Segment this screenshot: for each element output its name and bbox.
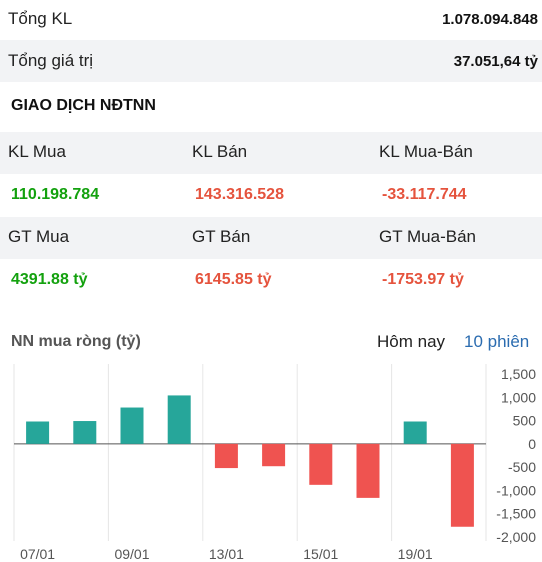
- x-tick-label: 13/01: [209, 546, 244, 562]
- chart-bar: [73, 421, 97, 444]
- kl-buy-label: KL Mua: [8, 142, 66, 161]
- net-buy-bar-chart: 1,500 1,000 500 0 -500 -1,000 -1,500 -2,000 07/…: [13, 364, 536, 562]
- x-tick-label: 19/01: [398, 546, 433, 562]
- value-header-row: GT Mua GT Bán GT Mua-Bán: [0, 217, 542, 259]
- total-volume-value: 1.078.094.848: [442, 11, 538, 28]
- gt-buy-value: 4391.88 tỷ: [11, 271, 88, 288]
- total-volume-label: Tổng KL: [8, 9, 73, 28]
- gt-net-value: -1753.97 tỷ: [382, 271, 464, 288]
- kl-sell-label: KL Bán: [192, 142, 248, 161]
- gt-net-label: GT Mua-Bán: [379, 227, 477, 246]
- tab-today[interactable]: Hôm nay: [377, 332, 446, 351]
- y-tick-label: 0: [528, 436, 536, 452]
- volume-header-row: KL Mua KL Bán KL Mua-Bán: [0, 132, 542, 174]
- chart-bar: [26, 421, 50, 444]
- x-tick-label: 07/01: [20, 546, 55, 562]
- total-value-label: Tổng giá trị: [8, 51, 94, 70]
- chart-bar: [403, 421, 427, 444]
- chart-bar: [450, 443, 474, 527]
- chart-bar: [214, 443, 238, 469]
- kl-net-value: -33.117.744: [382, 186, 467, 203]
- chart-bar: [356, 443, 380, 498]
- y-tick-label: 500: [513, 413, 537, 429]
- y-tick-label: -500: [508, 459, 536, 475]
- foreign-trading-title: GIAO DỊCH NĐTNN: [11, 97, 156, 114]
- x-tick-label: 15/01: [303, 546, 338, 562]
- gt-sell-value: 6145.85 tỷ: [195, 271, 272, 288]
- chart-bar: [120, 407, 144, 444]
- total-volume-row: Tổng KL 1.078.094.848: [0, 0, 542, 40]
- total-value-value: 37.051,64 tỷ: [453, 53, 538, 70]
- chart-grid: [13, 364, 487, 541]
- y-tick-label: -1,000: [496, 482, 536, 498]
- x-axis-ticks: 07/01 09/01 13/01 15/01 19/01: [20, 546, 433, 562]
- y-axis-ticks: 1,500 1,000 500 0 -500 -1,000 -1,500 -2,000: [496, 366, 536, 545]
- total-value-row: Tổng giá trị 37.051,64 tỷ: [0, 40, 542, 82]
- net-buy-chart-title: NN mua ròng (tỷ): [11, 333, 141, 350]
- chart-bars: [26, 395, 474, 527]
- gt-buy-label: GT Mua: [8, 227, 70, 246]
- y-tick-label: -1,500: [496, 506, 536, 522]
- kl-sell-value: 143.316.528: [195, 186, 284, 203]
- chart-bar: [262, 443, 286, 467]
- y-tick-label: 1,000: [501, 389, 536, 405]
- gt-sell-label: GT Bán: [192, 227, 251, 246]
- kl-net-label: KL Mua-Bán: [379, 142, 473, 161]
- volume-value-row: 110.198.784 143.316.528 -33.117.744: [0, 174, 542, 216]
- kl-buy-value: 110.198.784: [11, 186, 100, 203]
- y-tick-label: -2,000: [496, 529, 536, 545]
- x-tick-label: 09/01: [114, 546, 149, 562]
- value-value-row: 4391.88 tỷ 6145.85 tỷ -1753.97 tỷ: [0, 259, 542, 301]
- chart-bar: [309, 443, 333, 485]
- y-tick-label: 1,500: [501, 366, 536, 382]
- chart-bar: [167, 395, 191, 444]
- tab-10-sessions[interactable]: 10 phiên: [464, 332, 530, 351]
